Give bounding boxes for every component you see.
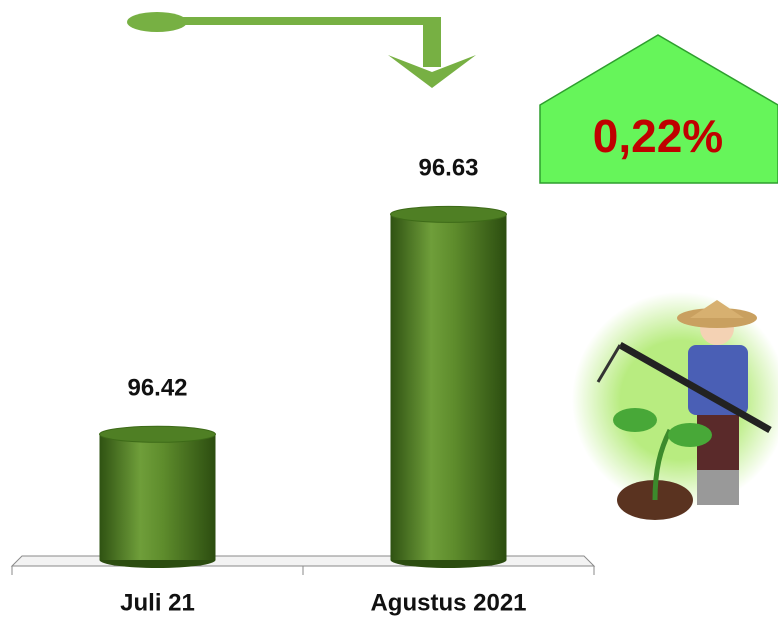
farmer-illustration bbox=[572, 292, 778, 520]
value-label: 96.42 bbox=[127, 375, 187, 402]
arrow-decoration bbox=[127, 12, 476, 88]
x-tick-label: Agustus 2021 bbox=[370, 589, 526, 616]
bar bbox=[390, 214, 507, 560]
bar-top bbox=[99, 425, 216, 443]
value-label: 96.63 bbox=[418, 155, 478, 182]
badge bbox=[539, 34, 778, 184]
x-axis bbox=[10, 555, 596, 575]
bar bbox=[99, 434, 216, 560]
x-tick-label: Juli 21 bbox=[120, 589, 195, 616]
annotation: 0,22% bbox=[593, 110, 723, 162]
bar-top bbox=[390, 205, 507, 223]
